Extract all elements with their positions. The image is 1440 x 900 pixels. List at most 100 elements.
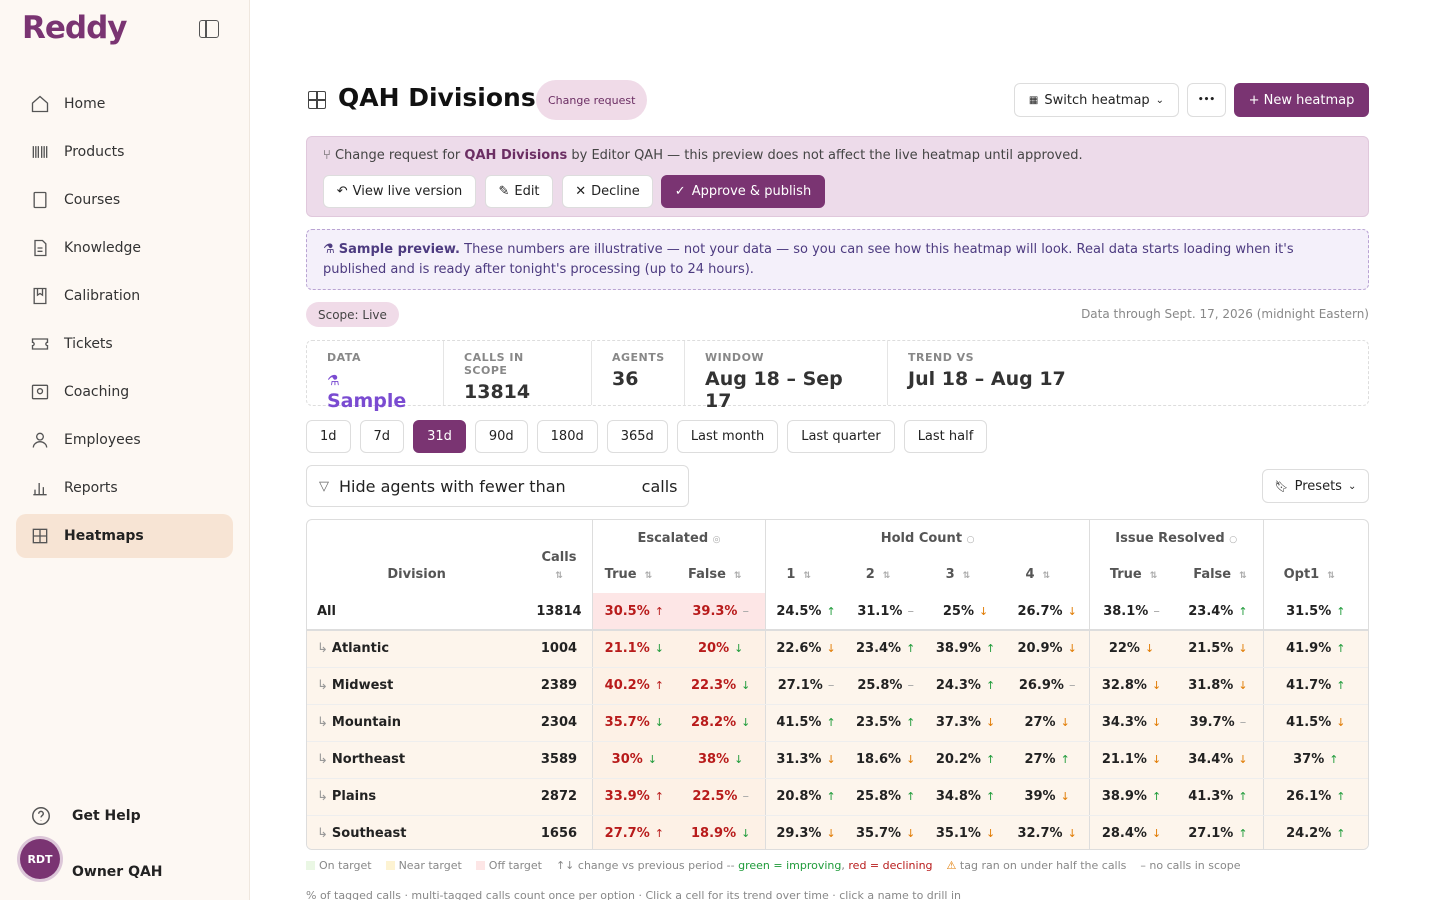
sidebar-toggle-icon[interactable]	[199, 20, 219, 38]
heatmap-cell[interactable]: 41.5% ↑	[765, 704, 846, 742]
sidebar-item-heatmaps[interactable]: Heatmaps	[16, 514, 233, 558]
heatmap-cell[interactable]: 41.9% ↑	[1262, 630, 1368, 668]
heatmap-cell[interactable]: 22.6% ↓	[765, 630, 846, 668]
heatmap-cell[interactable]: 30.5% ↑	[591, 593, 676, 631]
heatmap-cell[interactable]: 20% ↓	[676, 630, 766, 668]
calls-header[interactable]: Calls ⇅	[541, 550, 577, 581]
decline-button[interactable]: ✕ Decline	[562, 175, 653, 208]
approve-publish-button[interactable]: ✓ Approve & publish	[661, 175, 825, 208]
division-name[interactable]: ↳ Midwest	[307, 667, 527, 705]
sidebar-item-knowledge[interactable]: Knowledge	[16, 226, 233, 270]
range-last-month[interactable]: Last month	[676, 420, 779, 453]
division-name[interactable]: ↳ Plains	[307, 778, 527, 816]
sidebar-item-products[interactable]: Products	[16, 130, 233, 174]
column-header[interactable]: False ⇅	[1193, 567, 1247, 582]
range-90d[interactable]: 90d	[474, 420, 528, 453]
more-options-button[interactable]: •••	[1187, 83, 1226, 117]
heatmap-cell[interactable]: 38.9% ↑	[925, 630, 1006, 668]
division-header[interactable]: Division	[387, 567, 446, 582]
heatmap-cell[interactable]: 24.5% ↑	[765, 593, 846, 631]
range-31d[interactable]: 31d	[413, 420, 466, 453]
heatmap-cell[interactable]: 31.1% –	[845, 593, 926, 631]
heatmap-cell[interactable]: 26.7% ↓	[1005, 593, 1090, 631]
column-header[interactable]: 2 ⇅	[865, 567, 891, 582]
heatmap-cell[interactable]: 27% ↓	[1005, 704, 1090, 742]
heatmap-cell[interactable]: 35.7% ↓	[591, 704, 676, 742]
heatmap-cell[interactable]: 37.3% ↓	[925, 704, 1006, 742]
division-name[interactable]: All	[307, 593, 527, 631]
table-row[interactable]: All 13814 30.5% ↑ 39.3% –24.5% ↑ 31.1% –25% ↓ 26.7…	[307, 593, 1368, 631]
sidebar-item-coaching[interactable]: Coaching	[16, 370, 233, 414]
division-name[interactable]: ↳ Mountain	[307, 704, 527, 742]
heatmap-cell[interactable]: 25.8% –	[845, 667, 926, 705]
heatmap-cell[interactable]: 39% ↓	[1005, 778, 1090, 816]
heatmap-cell[interactable]: 31.8% ↓	[1173, 667, 1264, 705]
range-last-quarter[interactable]: Last quarter	[787, 420, 895, 453]
column-header[interactable]: 4 ⇅	[1025, 567, 1051, 582]
range-1d[interactable]: 1d	[306, 420, 351, 453]
division-name[interactable]: ↳ Southeast	[307, 815, 527, 849]
heatmap-cell[interactable]: 18.6% ↓	[845, 741, 926, 779]
heatmap-cell[interactable]: 22.5% –	[676, 778, 766, 816]
heatmap-cell[interactable]: 18.9% ↓	[676, 815, 766, 849]
heatmap-cell[interactable]: 27% ↑	[1005, 741, 1090, 779]
heatmap-cell[interactable]: 23.5% ↑	[845, 704, 926, 742]
table-row[interactable]: ↳ Midwest 2389 40.2% ↑ 22.3% ↓ 27.1% –25.8% –24.3…	[307, 667, 1368, 705]
switch-heatmap-button[interactable]: ▦ Switch heatmap ⌄	[1014, 83, 1179, 117]
column-header[interactable]: 1 ⇅	[765, 556, 846, 593]
heatmap-cell[interactable]: 24.3% ↑	[925, 667, 1006, 705]
heatmap-cell[interactable]: 29.3% ↓	[765, 815, 846, 849]
heatmap-cell[interactable]: 34.4% ↓	[1173, 741, 1264, 779]
heatmap-cell[interactable]: 31.5% ↑	[1262, 593, 1368, 631]
heatmap-cell[interactable]: 20.9% ↓	[1005, 630, 1090, 668]
heatmap-cell[interactable]: 28.4% ↓	[1088, 815, 1174, 849]
sidebar-item-courses[interactable]: Courses	[16, 178, 233, 222]
table-row[interactable]: ↳ Southeast 1656 27.7% ↑ 18.9% ↓ 29.3% ↓ 35.7% ↓ 35…	[307, 815, 1368, 849]
sidebar-item-tickets[interactable]: Tickets	[16, 322, 233, 366]
heatmap-cell[interactable]: 20.8% ↑	[765, 778, 846, 816]
range-180d[interactable]: 180d	[536, 420, 598, 453]
heatmap-cell[interactable]: 32.8% ↓	[1088, 667, 1174, 705]
heatmap-cell[interactable]: 33.9% ↑	[591, 778, 676, 816]
column-header[interactable]: 3 ⇅	[945, 567, 971, 582]
column-header[interactable]: True ⇅	[591, 556, 676, 593]
heatmap-cell[interactable]: 25% ↓	[925, 593, 1006, 631]
heatmap-cell[interactable]: 41.7% ↑	[1262, 667, 1368, 705]
division-name[interactable]: ↳ Atlantic	[307, 630, 527, 668]
heatmap-cell[interactable]: 21.1% ↓	[591, 630, 676, 668]
heatmap-cell[interactable]: 37% ↑	[1262, 741, 1368, 779]
sidebar-item-home[interactable]: Home	[16, 82, 233, 126]
heatmap-cell[interactable]: 20.2% ↑	[925, 741, 1006, 779]
logo[interactable]: Reddy	[22, 10, 127, 46]
edit-button[interactable]: ✎ Edit	[485, 175, 553, 208]
heatmap-cell[interactable]: 39.3% –	[676, 593, 766, 631]
division-name[interactable]: ↳ Northeast	[307, 741, 527, 779]
heatmap-cell[interactable]: 25.8% ↑	[845, 778, 926, 816]
column-header[interactable]: True ⇅	[1088, 556, 1174, 593]
heatmap-cell[interactable]: 21.1% ↓	[1088, 741, 1174, 779]
table-row[interactable]: ↳ Atlantic 1004 21.1% ↓ 20% ↓ 22.6% ↓ 23.4% ↑ 38.9%…	[307, 630, 1368, 668]
heatmap-cell[interactable]: 41.5% ↓	[1262, 704, 1368, 742]
heatmap-cell[interactable]: 34.8% ↑	[925, 778, 1006, 816]
heatmap-cell[interactable]: 35.7% ↓	[845, 815, 926, 849]
get-help-link[interactable]: Get Help	[30, 805, 141, 827]
heatmap-cell[interactable]: 26.1% ↑	[1262, 778, 1368, 816]
heatmap-cell[interactable]: 35.1% ↓	[925, 815, 1006, 849]
table-row[interactable]: ↳ Plains 2872 33.9% ↑ 22.5% –20.8% ↑ 25.8% ↑ 34.8%…	[307, 778, 1368, 816]
heatmap-cell[interactable]: 22.3% ↓	[676, 667, 766, 705]
range-7d[interactable]: 7d	[359, 420, 405, 453]
heatmap-cell[interactable]: 38% ↓	[676, 741, 766, 779]
column-header[interactable]: Opt1 ⇅	[1262, 556, 1368, 593]
heatmap-cell[interactable]: 27.1% ↑	[1173, 815, 1264, 849]
min-calls-input[interactable]	[573, 477, 634, 495]
view-live-version-button[interactable]: ↶ View live version	[323, 175, 476, 208]
range-365d[interactable]: 365d	[606, 420, 668, 453]
heatmap-cell[interactable]: 38.9% ↑	[1088, 778, 1174, 816]
column-header[interactable]: False ⇅	[688, 567, 742, 582]
user-menu[interactable]: RDT Owner QAH	[20, 838, 163, 880]
heatmap-cell[interactable]: 23.4% ↑	[845, 630, 926, 668]
table-row[interactable]: ↳ Mountain 2304 35.7% ↓ 28.2% ↓ 41.5% ↑ 23.5% ↑ 37.…	[307, 704, 1368, 742]
sidebar-item-calibration[interactable]: Calibration	[16, 274, 233, 318]
heatmap-cell[interactable]: 22% ↓	[1088, 630, 1174, 668]
heatmap-cell[interactable]: 32.7% ↓	[1005, 815, 1090, 849]
